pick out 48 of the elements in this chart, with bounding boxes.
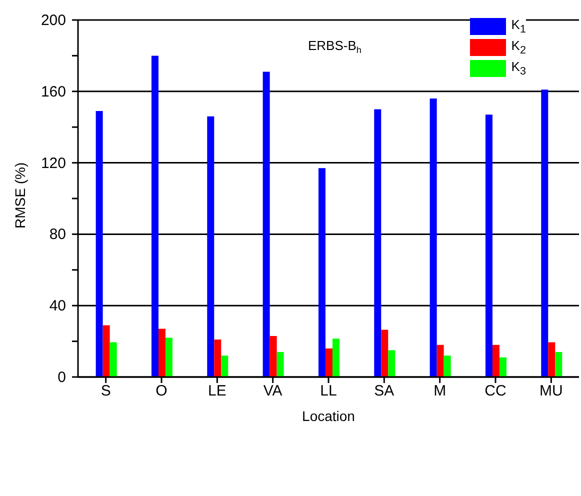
y-tick-label: 160	[40, 83, 66, 100]
bar	[96, 111, 103, 377]
bar	[110, 342, 117, 377]
y-tick-label: 0	[58, 369, 66, 386]
legend-label: K$_{3}$	[511, 59, 526, 78]
bar	[430, 98, 437, 377]
legend-label: K$_{2}$	[511, 38, 526, 57]
x-tick-label: M	[434, 382, 446, 400]
bar	[102, 325, 110, 377]
bar	[221, 356, 228, 377]
bar	[151, 56, 158, 377]
bar	[444, 356, 451, 377]
bar	[381, 330, 388, 377]
y-tick-label: 40	[49, 298, 66, 315]
bar	[555, 352, 562, 377]
bar	[436, 344, 444, 377]
y-axis-title: RMSE (%)	[12, 162, 28, 228]
bar	[325, 348, 332, 377]
x-tick-label: SA	[374, 382, 394, 400]
bar	[332, 338, 340, 377]
bar	[262, 72, 270, 377]
bar	[165, 338, 172, 377]
bar	[485, 114, 492, 377]
y-tick-label: 200	[40, 12, 66, 29]
x-tick-label: CC	[484, 382, 506, 400]
bar	[388, 350, 396, 377]
y-tick-label: 120	[40, 154, 66, 172]
bar	[492, 344, 500, 377]
x-tick-label: VA	[263, 382, 282, 400]
bar	[207, 116, 214, 377]
x-tick-label: LL	[320, 382, 337, 400]
y-tick-label: 80	[49, 226, 66, 244]
bar	[158, 328, 166, 377]
text: ERBS-B$_{h}$	[308, 38, 362, 55]
x-axis-title: Location	[302, 408, 355, 424]
bar	[318, 168, 326, 377]
x-tick-label: LE	[208, 382, 226, 400]
bar	[270, 336, 277, 377]
bar	[541, 90, 548, 377]
bar	[499, 357, 506, 377]
x-tick-label: MU	[540, 382, 563, 400]
bar	[374, 109, 382, 377]
x-tick-label: S	[100, 382, 111, 400]
bar	[276, 352, 284, 377]
bar	[548, 342, 556, 377]
bar	[214, 340, 222, 377]
x-tick-label: O	[156, 382, 168, 400]
legend-label: K$_{1}$	[511, 17, 526, 36]
